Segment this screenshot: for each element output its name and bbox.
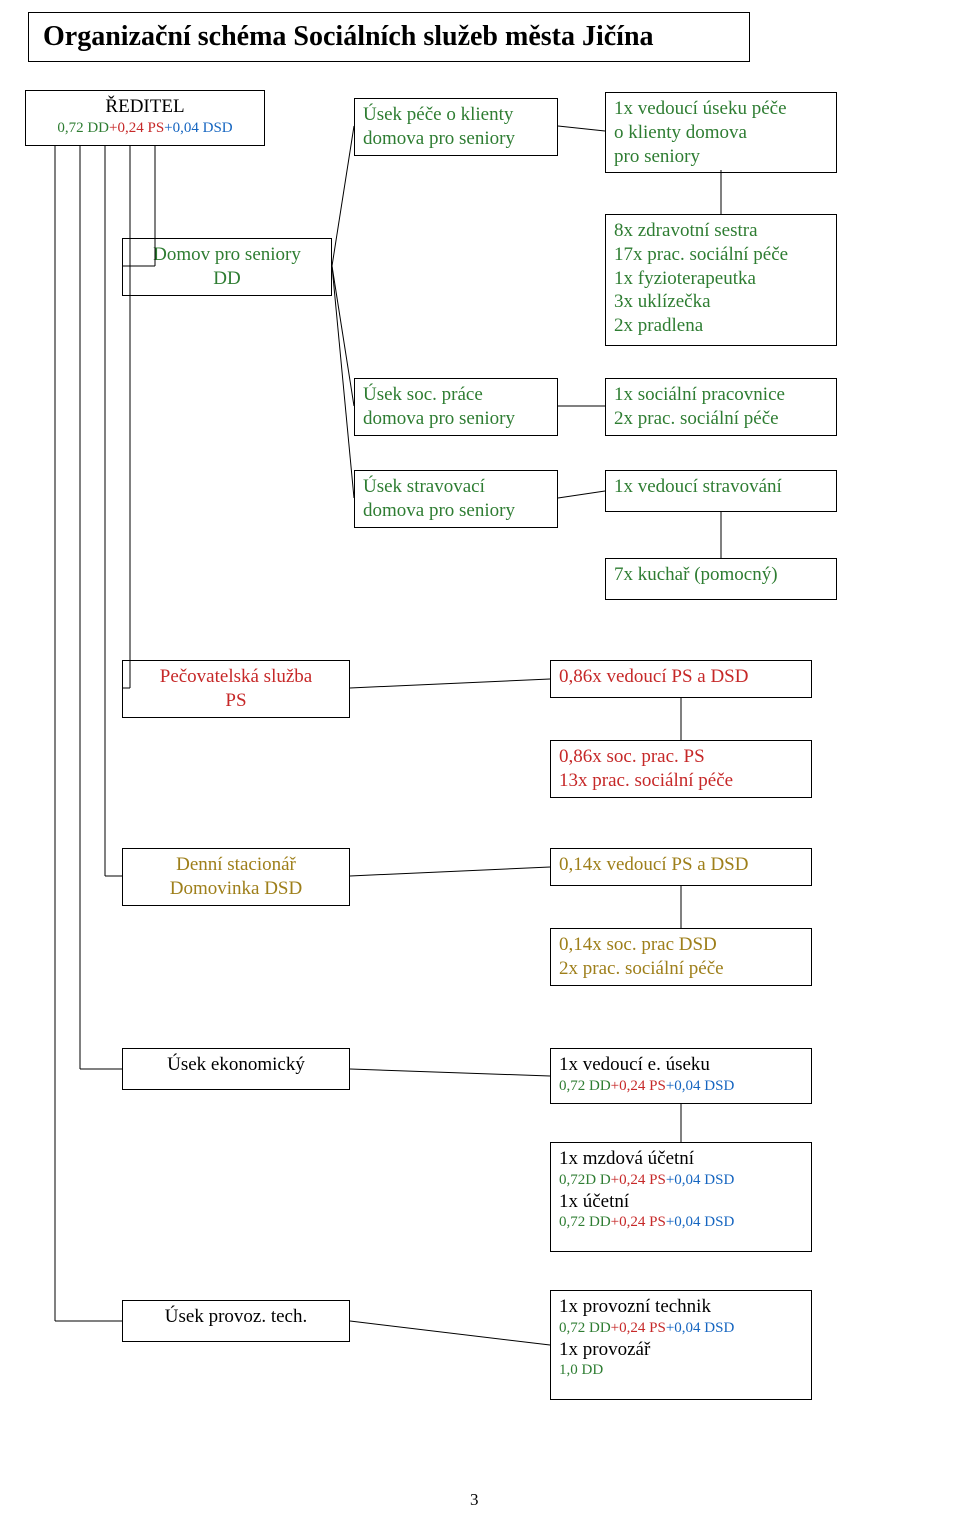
vdsd-l1: 0,14x vedoucí PS a DSD [559,853,803,877]
ved-ekon-alloc: 0,72 DD+0,24 PS+0,04 DSD [559,1077,803,1096]
node-usek-pece: Úsek péče o klienty domova pro seniory [354,98,558,156]
node-soc-prac: 1x sociální pracovnice 2x prac. sociální… [605,378,837,436]
zs-l1: 8x zdravotní sestra [614,219,828,243]
domov-line1: Domov pro seniory [131,243,323,267]
node-soc-prac-dsd: 0,14x soc. prac DSD 2x prac. sociální pé… [550,928,812,986]
node-denni-stac: Denní stacionář Domovinka DSD [122,848,350,906]
ve-l1: 1x vedoucí e. úseku [559,1053,803,1077]
title-text: Organizační schéma Sociálních služeb měs… [43,21,654,52]
us-l2: domova pro seniory [363,499,549,523]
pt-alloc: 0,72 DD+0,24 PS+0,04 DSD [559,1319,803,1338]
k-l1: 7x kuchař (pomocný) [614,563,828,587]
ds-l2: Domovinka DSD [131,877,341,901]
node-zdrav-sestry: 8x zdravotní sestra 17x prac. sociální p… [605,214,837,346]
node-prov-technik: 1x provozní technik 0,72 DD+0,24 PS+0,04… [550,1290,812,1400]
node-usek-strav: Úsek stravovací domova pro seniory [354,470,558,528]
ps-l1: Pečovatelská služba [131,665,341,689]
node-ved-pece: 1x vedoucí úseku péče o klienty domova p… [605,92,837,173]
pt-l1: 1x provozní technik [559,1295,803,1319]
node-usek-ekon: Úsek ekonomický [122,1048,350,1090]
usp-l1: Úsek soc. práce [363,383,549,407]
reditel-line1: ŘEDITEL [34,95,256,119]
vedpece-l1: 1x vedoucí úseku péče [614,97,828,121]
page-number: 3 [470,1490,479,1510]
node-ved-dsd: 0,14x vedoucí PS a DSD [550,848,812,886]
spps-l1: 0,86x soc. prac. PS [559,745,803,769]
vedpece-l2: o klienty domova [614,121,828,145]
zs-l4: 3x uklízečka [614,290,828,314]
sp-l1: 1x sociální pracovnice [614,383,828,407]
spdsd-l2: 2x prac. sociální péče [559,957,803,981]
pt-alloc2: 1,0 DD [559,1361,803,1380]
upt-l1: Úsek provoz. tech. [131,1305,341,1329]
node-mzdova: 1x mzdová účetní 0,72D D+0,24 PS+0,04 DS… [550,1142,812,1252]
mz-l2: 1x účetní [559,1190,803,1214]
reditel-alloc: 0,72 DD+0,24 PS+0,04 DSD [34,119,256,138]
node-reditel: ŘEDITEL 0,72 DD+0,24 PS+0,04 DSD [25,90,265,146]
zs-l2: 17x prac. sociální péče [614,243,828,267]
node-ved-ps: 0,86x vedoucí PS a DSD [550,660,812,698]
usp-l2: domova pro seniory [363,407,549,431]
spdsd-l1: 0,14x soc. prac DSD [559,933,803,957]
zs-l5: 2x pradlena [614,314,828,338]
mz-l1: 1x mzdová účetní [559,1147,803,1171]
ds-l1: Denní stacionář [131,853,341,877]
node-pec-sluzba: Pečovatelská služba PS [122,660,350,718]
node-kuchar: 7x kuchař (pomocný) [605,558,837,600]
page-title: Organizační schéma Sociálních služeb měs… [28,12,750,62]
usekpece-l1: Úsek péče o klienty [363,103,549,127]
spps-l2: 13x prac. sociální péče [559,769,803,793]
pt-l2: 1x provozář [559,1338,803,1362]
node-ved-ekon: 1x vedoucí e. úseku 0,72 DD+0,24 PS+0,04… [550,1048,812,1104]
vs-l1: 1x vedoucí stravování [614,475,828,499]
ps-l2: PS [131,689,341,713]
node-soc-prac-ps: 0,86x soc. prac. PS 13x prac. sociální p… [550,740,812,798]
node-usek-provoz: Úsek provoz. tech. [122,1300,350,1342]
node-usek-soc-prace: Úsek soc. práce domova pro seniory [354,378,558,436]
domov-line2: DD [131,267,323,291]
sp-l2: 2x prac. sociální péče [614,407,828,431]
zs-l3: 1x fyzioterapeutka [614,267,828,291]
node-domov: Domov pro seniory DD [122,238,332,296]
vps-l1: 0,86x vedoucí PS a DSD [559,665,803,689]
vedpece-l3: pro seniory [614,145,828,169]
us-l1: Úsek stravovací [363,475,549,499]
ue-l1: Úsek ekonomický [131,1053,341,1077]
mz-alloc2: 0,72 DD+0,24 PS+0,04 DSD [559,1213,803,1232]
node-ved-strav: 1x vedoucí stravování [605,470,837,512]
mz-alloc1: 0,72D D+0,24 PS+0,04 DSD [559,1171,803,1190]
usekpece-l2: domova pro seniory [363,127,549,151]
